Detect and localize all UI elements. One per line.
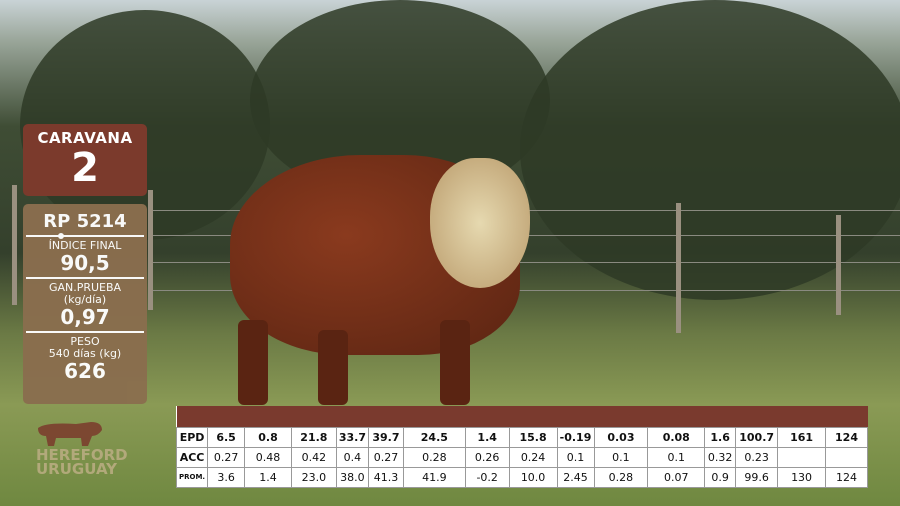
epd-table: EPD 6.5 0.8 21.8 33.7 39.7 24.5 1.4 15.8 -0.19 0.0… [175, 406, 868, 488]
table-cell: 124 [825, 466, 868, 488]
caravana-number: 2 [71, 145, 99, 191]
table-cell: 10.0 [508, 466, 558, 488]
peso-label: PESO [70, 335, 100, 348]
indice-label: ÍNDICE FINAL [48, 239, 122, 252]
table-cell: 0.03 [593, 426, 649, 448]
table-cell: 41.9 [402, 466, 466, 488]
table-row: EPD 6.5 0.8 21.8 33.7 39.7 24.5 1.4 15.8 -0.19 0.0… [175, 426, 868, 448]
divider [26, 233, 144, 239]
gan-unit: (kg/día) [63, 293, 107, 306]
table-cell: 15.8 [508, 426, 558, 448]
info-panel: RP 5214 ÍNDICE FINAL 90,5 GAN.PRUEBA (kg… [23, 204, 147, 404]
table-cell: 0.4 [335, 446, 369, 468]
table-cell: 3.6 [207, 466, 246, 488]
table-cell: 0.42 [290, 446, 337, 468]
table-cell: 1.4 [464, 426, 510, 448]
table-cell: 21.8 [290, 426, 337, 448]
table-cell: 0.08 [647, 426, 706, 448]
table-cell: 0.1 [647, 446, 706, 468]
divider [26, 277, 144, 279]
table-cell: 0.28 [402, 446, 466, 468]
bull-head [430, 158, 530, 288]
table-cell: 124 [825, 426, 868, 448]
table-cell: 0.27 [367, 446, 404, 468]
table-cell: 0.23 [735, 446, 779, 468]
table-cell: 0.1 [593, 446, 649, 468]
table-cell: 33.7 [335, 426, 369, 448]
divider [26, 331, 144, 333]
table-cell: 161 [777, 426, 826, 448]
table-cell: 0.32 [704, 446, 737, 468]
table-cell [777, 446, 826, 468]
table-cell: 0.26 [464, 446, 510, 468]
table-cell: 0.9 [704, 466, 737, 488]
table-cell: 1.4 [244, 466, 292, 488]
indice-value: 90,5 [60, 251, 110, 275]
bull-silhouette-icon [38, 422, 102, 446]
table-cell: 99.6 [735, 466, 779, 488]
rp-number: RP 5214 [43, 211, 127, 232]
table-cell: 6.5 [207, 426, 246, 448]
row-label: EPD [175, 426, 209, 448]
table-cell: -0.2 [464, 466, 510, 488]
table-cell: 41.3 [367, 466, 404, 488]
gan-label: GAN.PRUEBA [48, 281, 122, 294]
table-cell: 23.0 [290, 466, 337, 488]
table-cell: 0.24 [508, 446, 558, 468]
table-cell: 130 [777, 466, 826, 488]
table-cell: 24.5 [402, 426, 466, 448]
table-row: ACC 0.27 0.48 0.42 0.4 0.27 0.28 0.26 0.24 0.1 0.1… [175, 446, 868, 468]
table-cell: 0.07 [647, 466, 706, 488]
caravana-badge: CARAVANA 2 [23, 124, 147, 196]
table-row: PROM. 3.6 1.4 23.0 38.0 41.3 41.9 -0.2 10.0 2.45 0… [175, 466, 868, 488]
table-header-bar [176, 406, 868, 427]
table-cell: 100.7 [735, 426, 779, 448]
table-cell: 2.45 [556, 466, 595, 488]
row-label: PROM. [175, 466, 209, 488]
peso-value: 626 [64, 359, 106, 383]
table-cell: 0.27 [207, 446, 246, 468]
table-cell: 0.48 [244, 446, 292, 468]
peso-unit: 540 días (kg) [48, 347, 122, 360]
caravana-label: CARAVANA [37, 129, 133, 147]
table-cell: 1.6 [704, 426, 737, 448]
table-cell: 0.28 [593, 466, 649, 488]
table-cell: 0.8 [244, 426, 292, 448]
table-cell: 38.0 [335, 466, 369, 488]
gan-value: 0,97 [60, 305, 110, 329]
row-label: ACC [175, 446, 209, 468]
table-cell: -0.19 [556, 426, 595, 448]
table-cell: 39.7 [367, 426, 404, 448]
table-cell [825, 446, 868, 468]
logo-line1: HEREFORD [36, 446, 128, 464]
hereford-uruguay-logo: HEREFORD URUGUAY [36, 420, 136, 490]
logo-line2: URUGUAY [36, 460, 117, 478]
table-cell: 0.1 [556, 446, 595, 468]
